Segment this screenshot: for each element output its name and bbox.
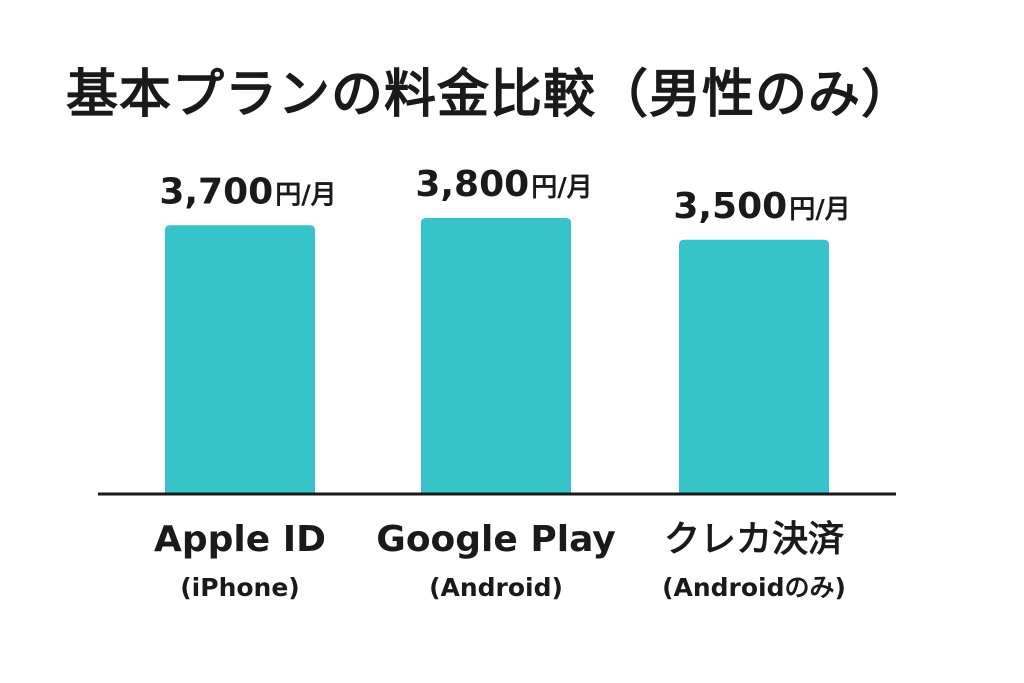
category-label: Apple ID	[154, 519, 326, 560]
category-label: クレカ決済	[664, 519, 844, 560]
category-sublabel: (Android)	[429, 573, 563, 602]
bar	[421, 218, 571, 494]
bar	[679, 239, 829, 494]
category-sublabel: (iPhone)	[180, 573, 299, 602]
value-unit: 円/月	[531, 173, 593, 203]
value-unit: 円/月	[789, 195, 851, 225]
category-label: Google Play	[376, 519, 615, 560]
bar	[165, 225, 315, 494]
value-label: 3,800円/月	[415, 164, 592, 205]
value-label: 3,500円/月	[673, 186, 850, 227]
value-number: 3,800	[415, 164, 529, 205]
category-sublabel: (Androidのみ)	[662, 573, 846, 602]
value-label: 3,700円/月	[159, 171, 336, 212]
value-number: 3,500	[673, 186, 787, 227]
value-number: 3,700	[159, 171, 273, 212]
chart-title: 基本プランの料金比較（男性のみ）	[66, 65, 915, 125]
value-unit: 円/月	[275, 180, 337, 210]
